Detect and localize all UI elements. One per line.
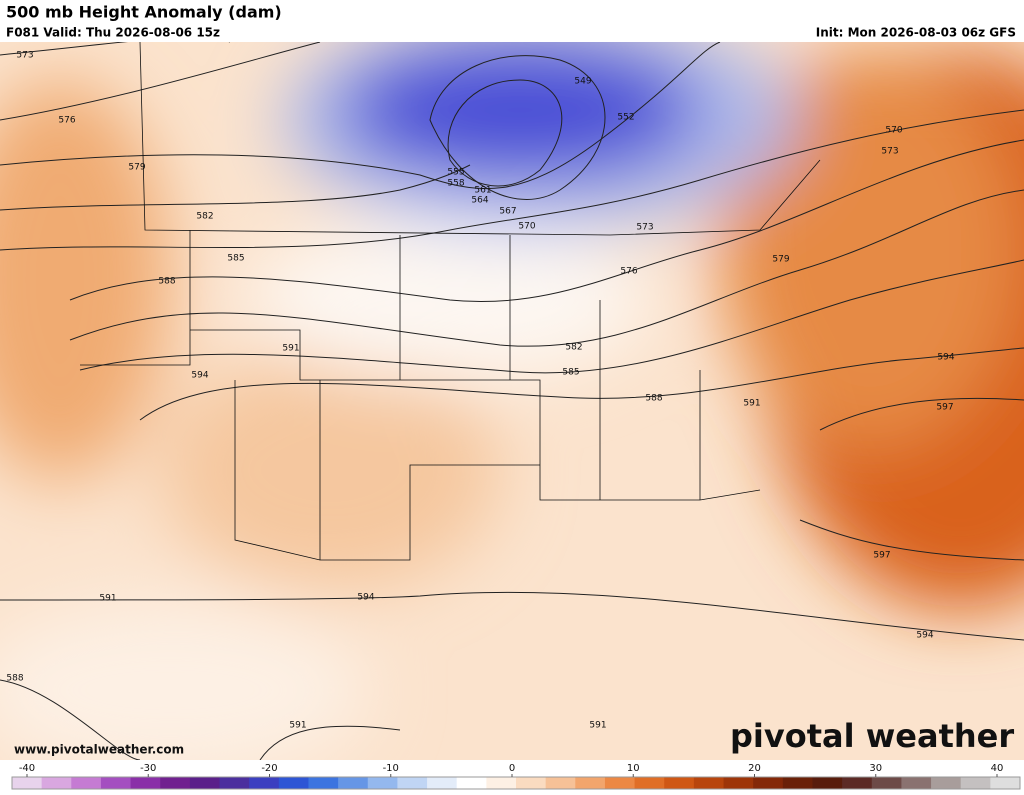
colorbar-cell bbox=[723, 777, 754, 789]
colorbar-tick-label: 40 bbox=[991, 763, 1004, 774]
valid-time: F081 Valid: Thu 2026-08-06 15z bbox=[6, 26, 220, 40]
contour-label: 588 bbox=[645, 394, 662, 404]
state-borders bbox=[80, 42, 821, 561]
map bbox=[0, 42, 1024, 760]
colorbar-cell bbox=[486, 777, 517, 789]
colorbar-tick-label: 30 bbox=[869, 763, 882, 774]
colorbar-cell bbox=[160, 777, 191, 789]
colorbar-cell bbox=[634, 777, 665, 789]
contour-label: 585 bbox=[227, 254, 244, 264]
contour-label: 591 bbox=[743, 399, 760, 409]
contour-label: 597 bbox=[873, 551, 890, 561]
colorbar-cell bbox=[338, 777, 369, 789]
contour-label: 594 bbox=[357, 593, 374, 603]
contour-label: 555 bbox=[447, 168, 464, 178]
contour-label: 591 bbox=[99, 594, 116, 604]
colorbar-tick-label: -40 bbox=[19, 763, 35, 774]
colorbar-cell bbox=[782, 777, 813, 789]
colorbar-cell bbox=[812, 777, 843, 789]
contour-label: 570 bbox=[885, 126, 902, 136]
contour-label: 594 bbox=[191, 371, 208, 381]
contour-label: 585 bbox=[562, 368, 579, 378]
contour-label: 567 bbox=[499, 207, 516, 217]
website: www.pivotalweather.com bbox=[14, 743, 184, 757]
colorbar-cell bbox=[367, 777, 398, 789]
colorbar-cell bbox=[901, 777, 932, 789]
contour-label: 591 bbox=[289, 721, 306, 731]
contour-label: 573 bbox=[636, 223, 653, 233]
contour-label: 573 bbox=[16, 51, 33, 61]
contour-label: 549 bbox=[574, 77, 591, 87]
header-bg bbox=[0, 0, 1024, 42]
colorbar-cell bbox=[545, 777, 576, 789]
contour-label: 576 bbox=[58, 116, 75, 126]
contour-label: 591 bbox=[589, 721, 606, 731]
colorbar-cell bbox=[693, 777, 725, 789]
colorbar-tick-label: 10 bbox=[627, 763, 640, 774]
logo: pivotal weather bbox=[730, 717, 1014, 755]
colorbar-tick-label: -30 bbox=[140, 763, 156, 774]
contour-label: 594 bbox=[937, 353, 954, 363]
colorbar-cell bbox=[960, 777, 991, 789]
contour-label: 552 bbox=[617, 113, 634, 123]
colorbar-cell bbox=[871, 777, 902, 789]
init-time: Init: Mon 2026-08-03 06z GFS bbox=[816, 26, 1016, 40]
contour-label: 591 bbox=[282, 344, 299, 354]
colorbar-frame bbox=[11, 776, 1021, 790]
colorbar-cell bbox=[278, 777, 309, 789]
colorbar-cell bbox=[931, 777, 962, 789]
colorbar-cell bbox=[189, 777, 221, 789]
contour-label: 594 bbox=[916, 631, 933, 641]
contour-label: 579 bbox=[772, 255, 789, 265]
title: 500 mb Height Anomaly (dam) bbox=[6, 3, 282, 22]
colorbar-cell bbox=[41, 777, 72, 789]
contour-label: 564 bbox=[471, 196, 488, 206]
contour-label: 573 bbox=[881, 147, 898, 157]
colorbar-cell bbox=[100, 777, 132, 789]
colorbar-cell bbox=[575, 777, 606, 789]
colorbar-tick-label: -10 bbox=[383, 763, 399, 774]
colorbar-cell bbox=[604, 777, 636, 789]
colorbar-cell bbox=[753, 777, 784, 789]
contour-label: 579 bbox=[128, 163, 145, 173]
contour-label: 570 bbox=[518, 222, 535, 232]
colorbar-cell bbox=[842, 777, 873, 789]
colorbar-cell bbox=[219, 777, 250, 789]
contours bbox=[0, 42, 1024, 760]
colorbar-cell bbox=[990, 777, 1021, 789]
colorbar-cell bbox=[664, 777, 695, 789]
colorbar-tick-label: 0 bbox=[509, 763, 515, 774]
colorbar-cell bbox=[71, 777, 102, 789]
colorbar: -40 -30 -20 -10 0 10 20 30 40 bbox=[11, 763, 1021, 790]
colorbar-cell bbox=[249, 777, 280, 789]
contour-label: 582 bbox=[196, 212, 213, 222]
colorbar-cell bbox=[308, 777, 339, 789]
colorbar-tick-label: 20 bbox=[748, 763, 761, 774]
contour-label: 582 bbox=[565, 343, 582, 353]
colorbar-cell bbox=[427, 777, 458, 789]
contour-label: 576 bbox=[620, 267, 637, 277]
contour-label: 558 bbox=[447, 179, 464, 189]
contour-label: 561 bbox=[474, 186, 491, 196]
colorbar-cell bbox=[516, 777, 547, 789]
contour-label: 588 bbox=[158, 277, 175, 287]
colorbar-cell bbox=[12, 777, 43, 789]
contour-label: 588 bbox=[6, 674, 23, 684]
contour-label: 597 bbox=[936, 403, 953, 413]
colorbar-tick-label: -20 bbox=[261, 763, 277, 774]
colorbar-cell bbox=[397, 777, 428, 789]
colorbar-cell bbox=[456, 777, 487, 789]
colorbar-cell bbox=[130, 777, 161, 789]
